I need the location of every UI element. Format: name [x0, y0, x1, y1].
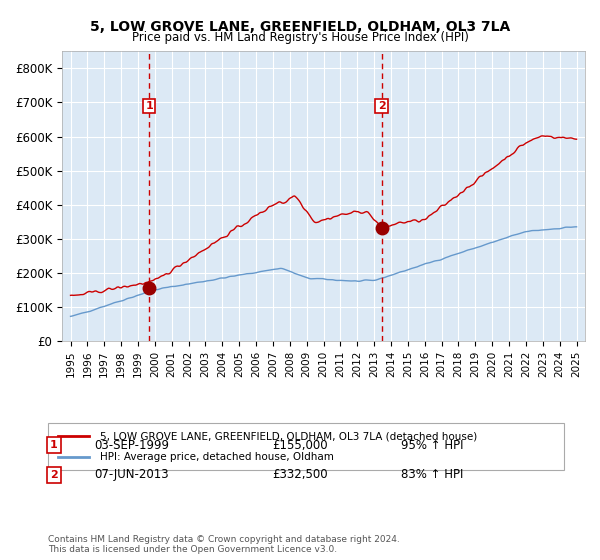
Text: 83% ↑ HPI: 83% ↑ HPI: [401, 468, 463, 482]
Text: 07-JUN-2013: 07-JUN-2013: [95, 468, 169, 482]
Text: 5, LOW GROVE LANE, GREENFIELD, OLDHAM, OL3 7LA: 5, LOW GROVE LANE, GREENFIELD, OLDHAM, O…: [90, 20, 510, 34]
Text: 5, LOW GROVE LANE, GREENFIELD, OLDHAM, OL3 7LA (detached house): 5, LOW GROVE LANE, GREENFIELD, OLDHAM, O…: [100, 431, 477, 441]
Text: Contains HM Land Registry data © Crown copyright and database right 2024.
This d: Contains HM Land Registry data © Crown c…: [48, 535, 400, 554]
Text: 1: 1: [50, 440, 58, 450]
Text: 1: 1: [145, 101, 153, 111]
Text: £332,500: £332,500: [272, 468, 328, 482]
Text: Price paid vs. HM Land Registry's House Price Index (HPI): Price paid vs. HM Land Registry's House …: [131, 31, 469, 44]
Text: HPI: Average price, detached house, Oldham: HPI: Average price, detached house, Oldh…: [100, 452, 334, 462]
Text: 95% ↑ HPI: 95% ↑ HPI: [401, 438, 463, 452]
Text: 2: 2: [377, 101, 385, 111]
Text: £155,000: £155,000: [272, 438, 328, 452]
Text: 03-SEP-1999: 03-SEP-1999: [95, 438, 170, 452]
FancyBboxPatch shape: [48, 423, 564, 470]
Text: 2: 2: [50, 470, 58, 480]
